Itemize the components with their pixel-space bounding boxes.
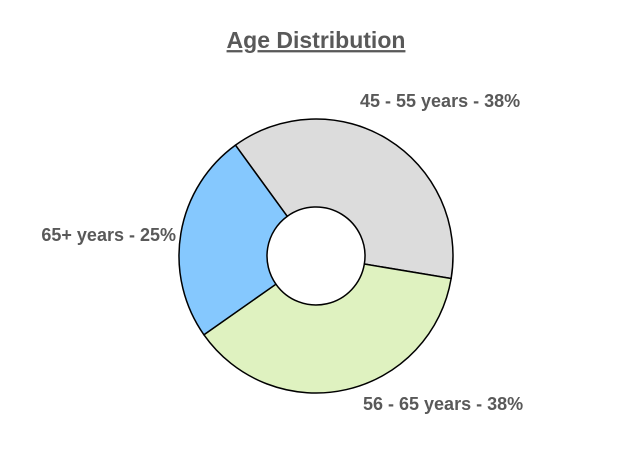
slice-label: 65+ years - 25% — [41, 225, 176, 245]
chart-title: Age Distribution — [227, 27, 406, 53]
slice-label: 56 - 65 years - 38% — [363, 394, 523, 414]
donut-slice — [234, 118, 454, 280]
donut-slice — [203, 263, 452, 394]
donut-slice — [178, 144, 288, 336]
slice-label: 45 - 55 years - 38% — [360, 91, 520, 111]
